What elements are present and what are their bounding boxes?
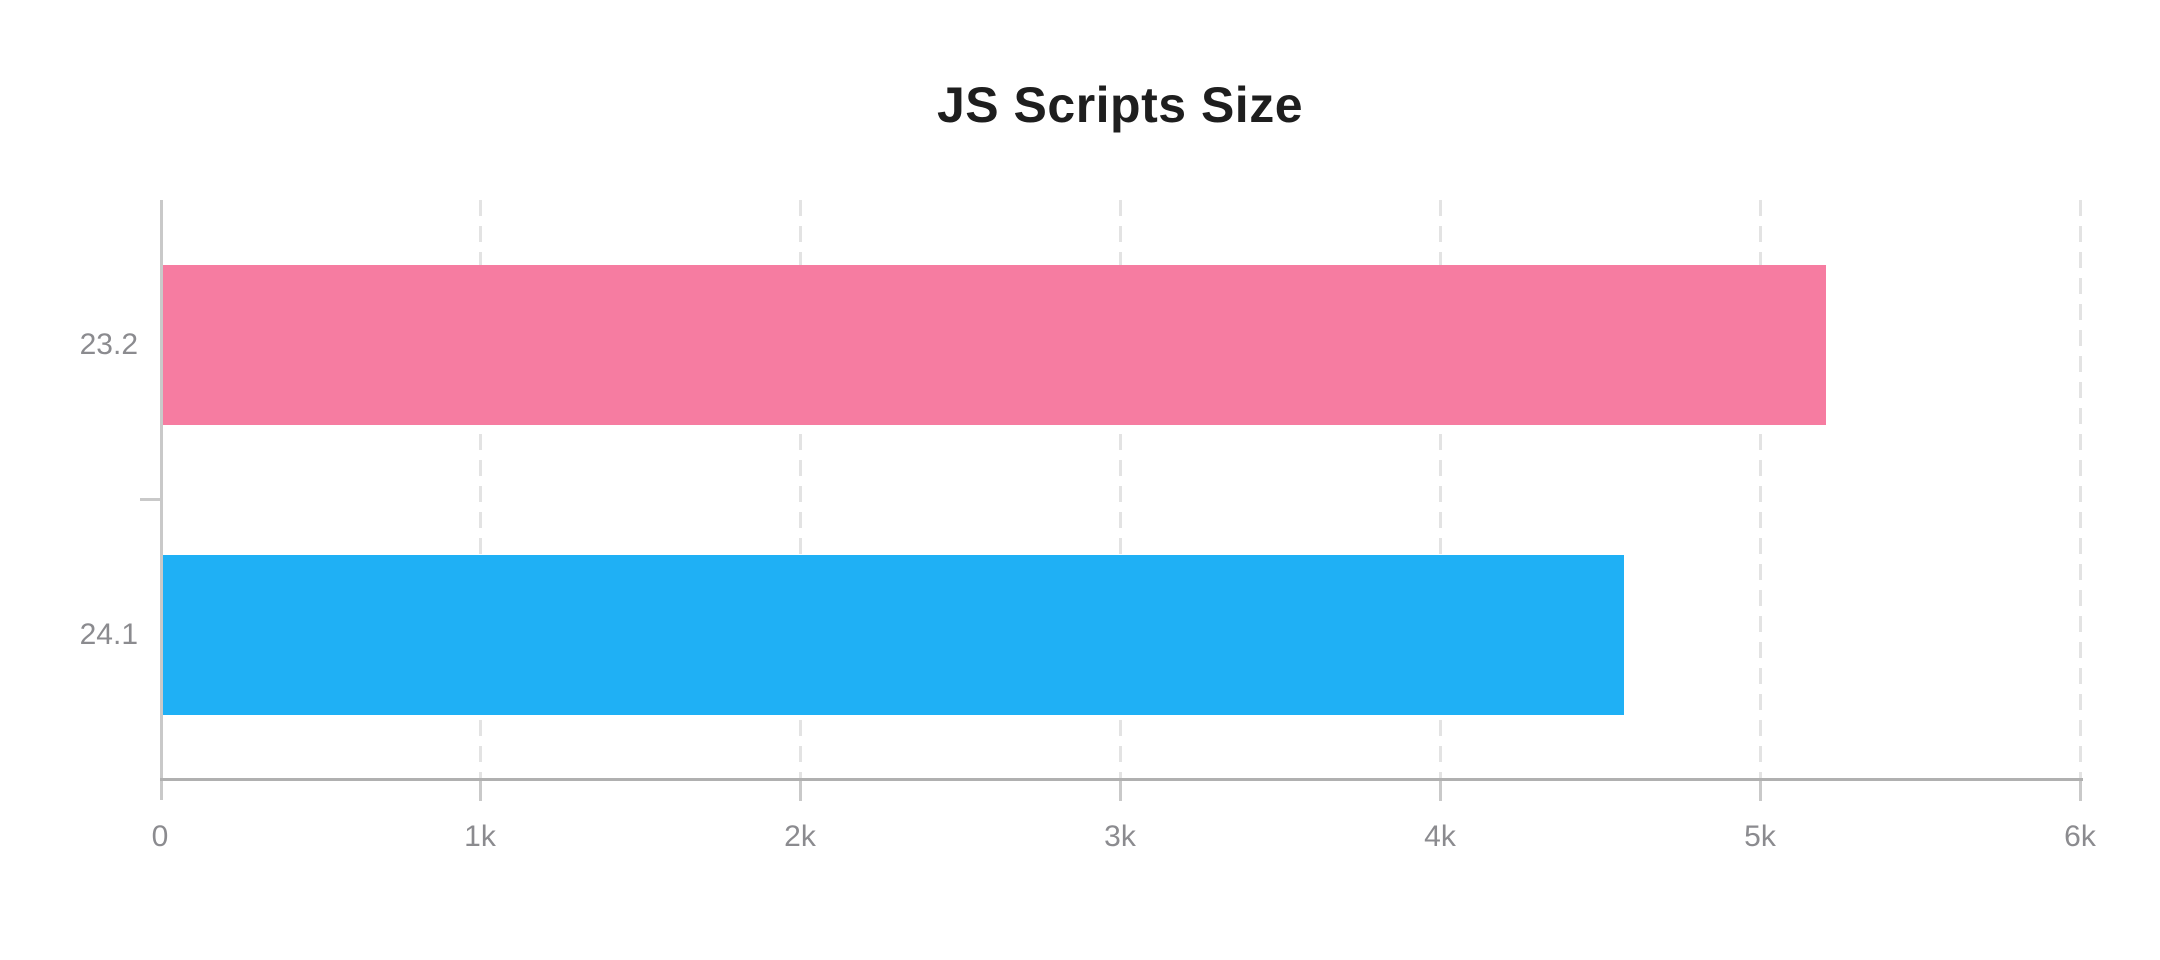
gridline-1k	[478, 200, 482, 780]
bar-24.1	[161, 555, 1624, 715]
gridline-3k	[1118, 200, 1122, 780]
chart-title: JS Scripts Size	[937, 77, 1303, 133]
gridline-6k	[2078, 200, 2082, 780]
x-axis-label-5k: 5k	[1744, 820, 1776, 853]
x-axis-label-6k: 6k	[2064, 820, 2096, 853]
bar-23.2	[161, 265, 1826, 425]
x-axis-label-3k: 3k	[1104, 820, 1136, 853]
x-tick-2k	[798, 781, 802, 801]
x-axis-label-1k: 1k	[464, 820, 496, 853]
x-tick-5k	[1758, 781, 1762, 801]
plot-area	[140, 200, 2083, 801]
y-axis-boundary-tick	[140, 498, 160, 501]
x-axis-label-2k: 2k	[784, 820, 816, 853]
gridline-2k	[798, 200, 802, 780]
x-tick-4k	[1438, 781, 1442, 801]
x-tick-3k	[1118, 781, 1122, 801]
y-axis-label-24.1: 24.1	[79, 618, 138, 651]
x-axis-line	[160, 778, 2083, 781]
gridline-5k	[1758, 200, 1762, 780]
x-tick-6k	[2078, 781, 2082, 801]
x-axis-label-0: 0	[151, 820, 169, 853]
y-axis-line	[160, 200, 163, 800]
gridline-4k	[1438, 200, 1442, 780]
x-axis-label-4k: 4k	[1424, 820, 1456, 853]
x-tick-1k	[478, 781, 482, 801]
y-axis-label-23.2: 23.2	[79, 328, 138, 361]
